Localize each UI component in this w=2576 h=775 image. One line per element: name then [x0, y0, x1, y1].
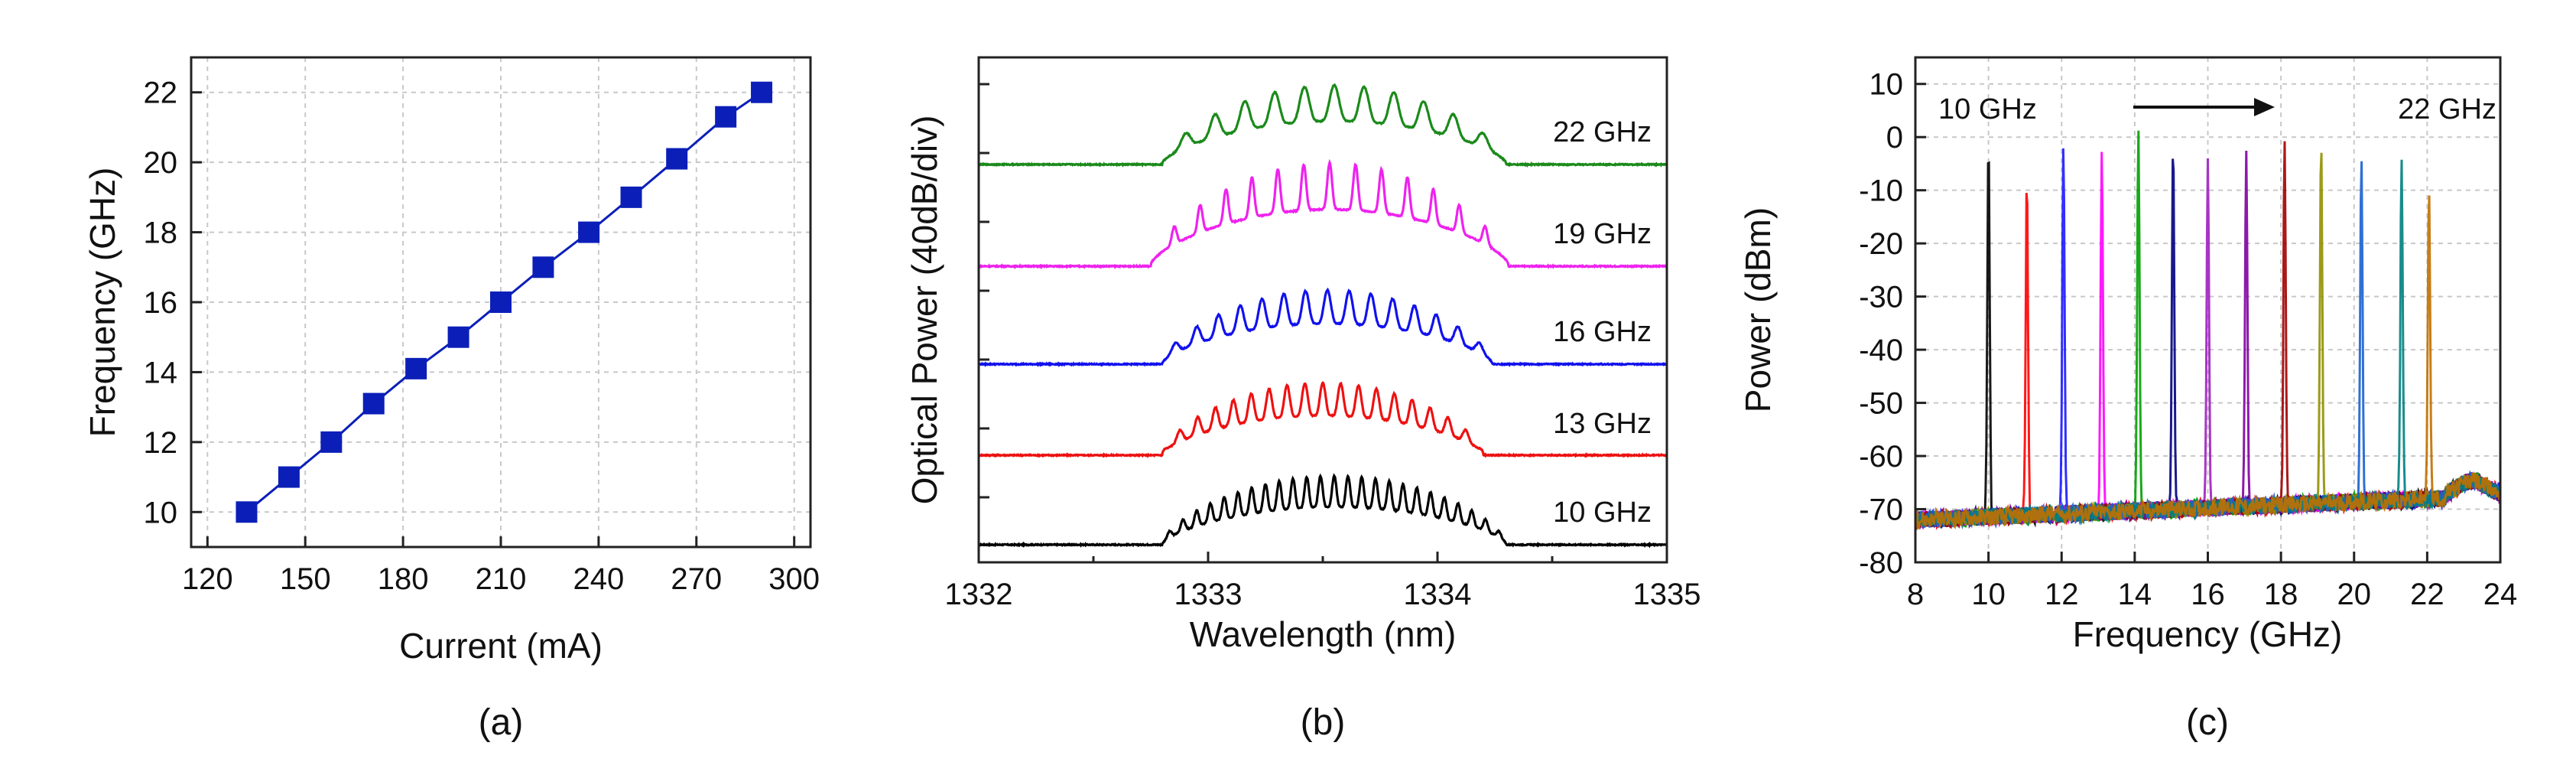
- b-x-tick-label: 1335: [1633, 578, 1701, 611]
- c-gridlines: [1915, 57, 2501, 563]
- panel-a: 120 150 180 210 240 270 300 10 12 14 16 18 20 22 Curr…: [83, 56, 820, 743]
- c-x-tick-label: 16: [2191, 578, 2225, 611]
- c-arrow-head: [2254, 98, 2275, 116]
- c-y-axis-title: Power (dBm): [1738, 207, 1778, 412]
- a-series: [236, 81, 773, 523]
- a-x-tick-label: 150: [280, 562, 331, 596]
- panel-c: 8 10 12 14 16 18 20 22 24 10 0 -10 -20 -30 -40 -50 -60 -7…: [1738, 56, 2517, 743]
- c-x-tick-label: 10: [1971, 578, 2006, 611]
- c-spectrum-22-ghz: [1914, 195, 2502, 530]
- c-x-tick-label: 18: [2264, 578, 2298, 611]
- b-panel-label: (b): [1301, 702, 1346, 743]
- c-x-tick-label: 22: [2410, 578, 2444, 611]
- b-y-axis-title: Optical Power (40dB/div): [905, 116, 944, 505]
- c-x-axis-title: Frequency (GHz): [2073, 614, 2343, 654]
- c-y-tick-label: -30: [1859, 281, 1903, 314]
- a-data-point: [715, 106, 737, 128]
- a-data-point: [320, 431, 343, 453]
- c-annotation-right: 22 GHz: [2398, 93, 2496, 125]
- a-data-point: [362, 392, 385, 415]
- a-y-tick-label: 14: [144, 356, 178, 389]
- c-x-tick-label: 24: [2483, 578, 2518, 611]
- a-y-tick-label: 10: [144, 496, 178, 529]
- c-y-tick-label: -20: [1859, 227, 1903, 261]
- a-data-point: [405, 357, 427, 379]
- a-data-point: [751, 81, 773, 103]
- b-series: 10 GHz 13 GHz 16 GHz 19 GHz 22 GHz: [977, 83, 1668, 549]
- b-series-label: 10 GHz: [1553, 497, 1652, 529]
- b-series-label: 19 GHz: [1553, 218, 1652, 250]
- a-x-tick-label: 180: [378, 562, 429, 596]
- b-spectrum-19-ghz: [978, 158, 1668, 270]
- c-y-tick-label: -70: [1859, 493, 1903, 527]
- b-x-tick-label: 1334: [1404, 578, 1472, 611]
- a-data-point: [447, 326, 469, 348]
- c-ticks: 8 10 12 14 16 18 20 22 24 10 0 -10 -20 -30 -40 -50 -60 -7…: [1859, 68, 2517, 611]
- b-spectrum-22-ghz: [978, 83, 1668, 168]
- c-series: [1914, 130, 2502, 531]
- a-data-point: [236, 501, 258, 523]
- a-y-tick-label: 20: [144, 146, 178, 180]
- a-data-point: [278, 466, 300, 488]
- a-y-tick-label: 22: [144, 77, 178, 110]
- a-data-point: [666, 148, 688, 170]
- c-y-tick-label: -40: [1859, 334, 1903, 367]
- b-spectrum-10-ghz: [978, 473, 1668, 549]
- c-y-tick-label: 0: [1886, 121, 1903, 155]
- c-y-tick-label: -60: [1859, 440, 1903, 474]
- b-series-label: 22 GHz: [1553, 116, 1652, 148]
- c-y-tick-label: -10: [1859, 174, 1903, 208]
- c-x-tick-label: 20: [2337, 578, 2372, 611]
- b-series-label: 16 GHz: [1553, 316, 1652, 348]
- a-data-point: [578, 221, 600, 243]
- a-data-point: [490, 291, 512, 313]
- c-y-tick-label: -50: [1859, 387, 1903, 421]
- b-x-tick-label: 1332: [945, 578, 1013, 611]
- a-gridlines: [191, 57, 810, 547]
- b-spectrum-16-ghz: [977, 287, 1668, 368]
- c-y-tick-label: 10: [1869, 68, 1904, 102]
- c-x-tick-label: 14: [2118, 578, 2152, 611]
- a-x-tick-label: 300: [768, 562, 820, 596]
- a-ticks: 120 150 180 210 240 270 300 10 12 14 16 18 20 22: [144, 77, 820, 596]
- a-y-tick-label: 18: [144, 217, 178, 250]
- a-data-point: [532, 256, 554, 278]
- c-x-tick-label: 8: [1907, 578, 1924, 611]
- a-x-axis-title: Current (mA): [399, 626, 603, 666]
- b-x-axis-title: Wavelength (nm): [1190, 614, 1457, 654]
- c-y-tick-label: -80: [1859, 546, 1903, 580]
- a-y-tick-label: 12: [144, 426, 178, 460]
- a-y-axis-title: Frequency (GHz): [83, 168, 122, 438]
- a-data-point: [620, 186, 642, 208]
- a-x-tick-label: 240: [573, 562, 625, 596]
- b-ticks: 1332 1333 1334 1335: [945, 83, 1701, 611]
- b-x-tick-label: 1333: [1174, 578, 1243, 611]
- c-annotation-left: 10 GHz: [1938, 93, 2037, 125]
- a-x-tick-label: 270: [671, 562, 722, 596]
- c-panel-label: (c): [2186, 702, 2229, 743]
- a-y-tick-label: 16: [144, 286, 178, 320]
- a-panel-label: (a): [479, 702, 524, 743]
- b-spectrum-13-ghz: [977, 381, 1668, 458]
- a-x-tick-label: 120: [182, 562, 233, 596]
- c-x-tick-label: 12: [2045, 578, 2079, 611]
- b-series-label: 13 GHz: [1553, 408, 1652, 440]
- a-x-tick-label: 210: [476, 562, 527, 596]
